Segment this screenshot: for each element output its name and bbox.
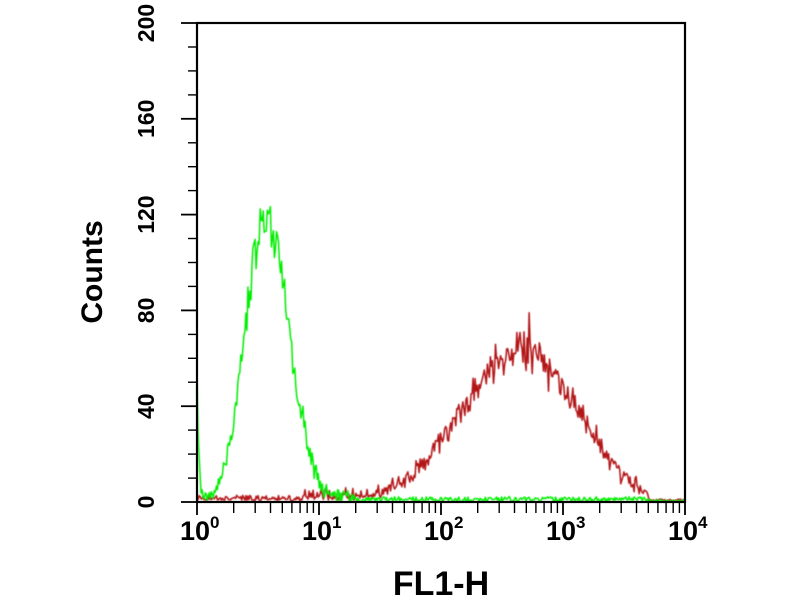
svg-text:Counts: Counts xyxy=(76,220,109,323)
svg-text:80: 80 xyxy=(133,298,159,324)
svg-text:10: 10 xyxy=(302,516,332,546)
svg-text:120: 120 xyxy=(133,195,159,233)
svg-text:160: 160 xyxy=(133,100,159,138)
svg-text:FL1-H: FL1-H xyxy=(393,565,489,600)
svg-text:10: 10 xyxy=(546,516,576,546)
svg-text:3: 3 xyxy=(576,513,585,532)
svg-text:0: 0 xyxy=(133,496,159,509)
svg-text:10: 10 xyxy=(180,516,210,546)
svg-text:4: 4 xyxy=(698,513,708,532)
svg-text:1: 1 xyxy=(332,513,341,532)
svg-text:10: 10 xyxy=(668,516,698,546)
svg-text:40: 40 xyxy=(133,393,159,419)
svg-text:2: 2 xyxy=(454,513,463,532)
svg-text:0: 0 xyxy=(210,513,219,532)
svg-text:200: 200 xyxy=(133,4,159,42)
svg-text:10: 10 xyxy=(424,516,454,546)
